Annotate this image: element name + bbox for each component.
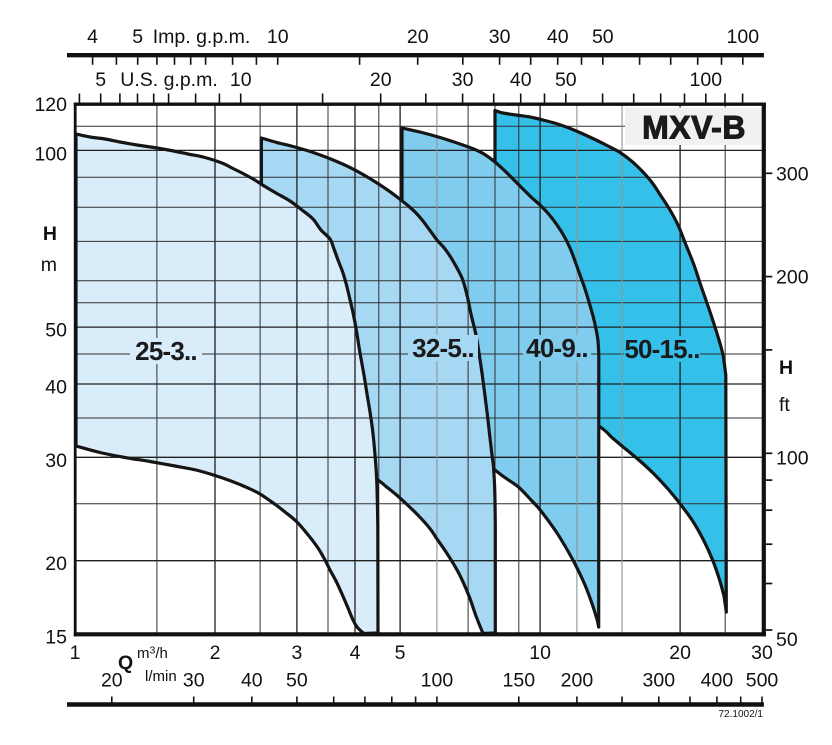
svg-text:U.S. g.p.m.: U.S. g.p.m. — [120, 69, 218, 91]
svg-text:Q: Q — [118, 652, 133, 674]
svg-text:100: 100 — [727, 26, 760, 48]
svg-text:400: 400 — [701, 670, 734, 692]
svg-text:5: 5 — [132, 26, 143, 48]
svg-text:100: 100 — [690, 69, 723, 91]
svg-text:500: 500 — [746, 670, 779, 692]
svg-text:150: 150 — [503, 670, 536, 692]
svg-text:H: H — [43, 223, 57, 245]
svg-text:4: 4 — [350, 642, 361, 664]
svg-text:50: 50 — [776, 629, 798, 651]
svg-text:30: 30 — [489, 26, 511, 48]
svg-text:32-5..: 32-5.. — [412, 333, 474, 363]
svg-text:20: 20 — [370, 69, 392, 91]
svg-text:40: 40 — [241, 670, 263, 692]
svg-text:l/min: l/min — [145, 668, 177, 685]
svg-text:100: 100 — [776, 447, 809, 469]
svg-text:4: 4 — [87, 26, 98, 48]
svg-text:20: 20 — [45, 553, 67, 575]
svg-text:Imp. g.p.m.: Imp. g.p.m. — [153, 26, 251, 48]
svg-text:50: 50 — [592, 26, 614, 48]
svg-text:72.1002/1: 72.1002/1 — [719, 709, 764, 720]
svg-text:50: 50 — [45, 320, 67, 342]
svg-text:50-15..: 50-15.. — [624, 334, 699, 364]
svg-text:10: 10 — [267, 26, 289, 48]
svg-text:20: 20 — [407, 26, 429, 48]
svg-text:40: 40 — [45, 377, 67, 399]
svg-text:10: 10 — [230, 69, 252, 91]
svg-text:30: 30 — [452, 69, 474, 91]
svg-text:30: 30 — [183, 670, 205, 692]
svg-text:3: 3 — [291, 642, 302, 664]
svg-text:300: 300 — [776, 163, 809, 185]
svg-text:30: 30 — [751, 642, 773, 664]
svg-text:40: 40 — [547, 26, 569, 48]
svg-text:ft: ft — [779, 394, 790, 416]
svg-text:100: 100 — [34, 144, 67, 166]
svg-text:5: 5 — [95, 69, 106, 91]
svg-text:m3/h: m3/h — [137, 645, 168, 663]
svg-text:30: 30 — [45, 450, 67, 472]
svg-text:1: 1 — [70, 642, 81, 664]
svg-text:50: 50 — [555, 69, 577, 91]
svg-text:200: 200 — [561, 670, 594, 692]
svg-text:100: 100 — [421, 670, 454, 692]
svg-text:MXV-B: MXV-B — [642, 110, 746, 146]
svg-text:10: 10 — [529, 642, 551, 664]
svg-text:50: 50 — [286, 670, 308, 692]
svg-text:25-3..: 25-3.. — [135, 336, 197, 366]
svg-text:300: 300 — [643, 670, 676, 692]
svg-text:200: 200 — [776, 267, 809, 289]
svg-text:20: 20 — [669, 642, 691, 664]
svg-text:40-9..: 40-9.. — [526, 333, 588, 363]
svg-text:15: 15 — [45, 627, 67, 649]
svg-text:120: 120 — [34, 94, 67, 116]
svg-text:H: H — [779, 357, 793, 379]
svg-text:m: m — [41, 254, 57, 276]
svg-text:5: 5 — [395, 642, 406, 664]
svg-text:2: 2 — [210, 642, 221, 664]
svg-text:20: 20 — [101, 670, 123, 692]
svg-text:40: 40 — [510, 69, 532, 91]
